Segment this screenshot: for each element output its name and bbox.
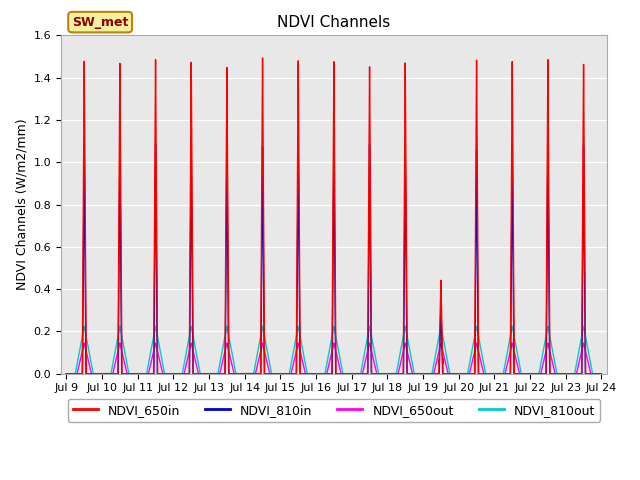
NDVI_810out — [386, 371, 394, 377]
NDVI_650out — [406, 360, 413, 366]
NDVI_810in — [294, 140, 302, 146]
NDVI_810out — [196, 369, 204, 374]
NDVI_810in — [386, 371, 394, 377]
NDVI_650out — [563, 371, 571, 377]
NDVI_810out — [598, 371, 605, 377]
NDVI_650out — [259, 340, 266, 346]
NDVI_810in — [445, 371, 453, 377]
X-axis label: Time: Time — [319, 399, 349, 412]
NDVI_650out — [386, 371, 394, 377]
NDVI_650in — [63, 371, 70, 377]
NDVI_650in — [316, 371, 323, 377]
NDVI_650out — [598, 371, 605, 377]
Line: NDVI_810in: NDVI_810in — [67, 143, 602, 374]
NDVI_650in — [563, 371, 571, 377]
NDVI_650in — [445, 371, 453, 377]
Legend: NDVI_650in, NDVI_810in, NDVI_650out, NDVI_810out: NDVI_650in, NDVI_810in, NDVI_650out, NDV… — [68, 398, 600, 421]
Y-axis label: NDVI Channels (W/m2/mm): NDVI Channels (W/m2/mm) — [15, 119, 28, 290]
NDVI_650in — [406, 371, 413, 377]
NDVI_650in — [598, 371, 605, 377]
Line: NDVI_650in: NDVI_650in — [67, 58, 602, 374]
NDVI_650out — [196, 371, 204, 377]
NDVI_650in — [259, 55, 266, 61]
NDVI_650in — [386, 371, 394, 377]
NDVI_810in — [598, 371, 605, 377]
NDVI_810in — [63, 371, 70, 377]
NDVI_650in — [196, 371, 204, 377]
Line: NDVI_650out: NDVI_650out — [67, 343, 602, 374]
NDVI_810out — [316, 371, 323, 377]
NDVI_810out — [563, 371, 571, 377]
NDVI_810out — [445, 369, 453, 375]
NDVI_650out — [63, 371, 70, 377]
NDVI_810out — [406, 348, 413, 354]
Line: NDVI_810out: NDVI_810out — [67, 326, 602, 374]
Title: NDVI Channels: NDVI Channels — [277, 15, 390, 30]
NDVI_810in — [196, 371, 204, 377]
NDVI_650out — [316, 371, 323, 377]
NDVI_810in — [406, 371, 413, 377]
NDVI_810out — [63, 371, 70, 377]
Text: SW_met: SW_met — [72, 16, 128, 29]
NDVI_650out — [445, 371, 453, 377]
NDVI_810in — [316, 371, 323, 377]
NDVI_810out — [259, 323, 266, 329]
NDVI_810in — [563, 371, 571, 377]
